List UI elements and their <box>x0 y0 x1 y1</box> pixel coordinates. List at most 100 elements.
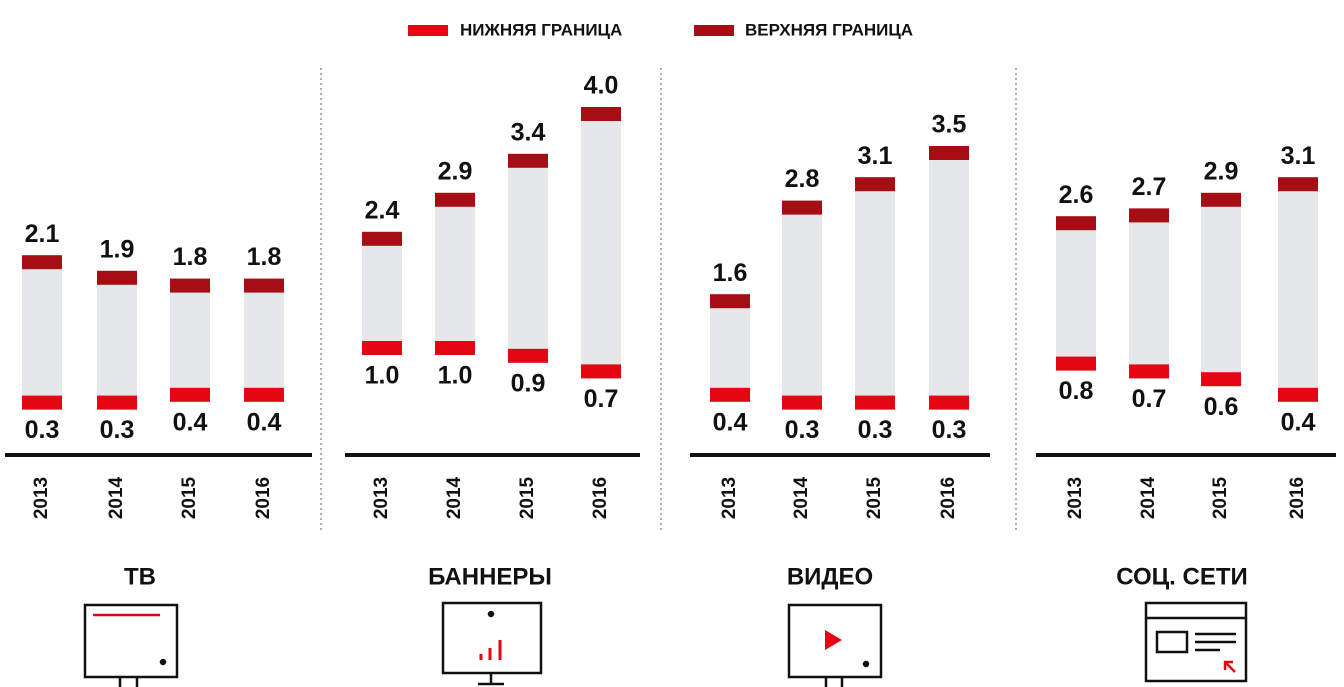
icon-social <box>1144 601 1248 683</box>
lower-bound <box>1201 372 1241 387</box>
value-label: 0.3 <box>25 416 60 444</box>
x-tick-label: 2013 <box>31 477 52 519</box>
upper-bound <box>22 255 62 270</box>
value-label: 0.8 <box>1059 377 1094 405</box>
range <box>170 278 210 388</box>
x-tick-label: 2014 <box>791 476 812 519</box>
upper-bound <box>1201 192 1241 207</box>
panel-title: ВИДЕО <box>787 563 873 590</box>
value-label: 1.0 <box>365 362 400 390</box>
range <box>22 255 62 396</box>
lower-bound <box>929 395 969 410</box>
value-label: 3.5 <box>932 111 967 139</box>
range <box>1129 208 1169 365</box>
value-label: 0.4 <box>713 408 748 436</box>
panel-title: СОЦ. СЕТИ <box>1116 563 1248 590</box>
value-label: 4.0 <box>584 72 619 100</box>
value-label: 2.4 <box>365 196 400 224</box>
value-label: 1.0 <box>438 362 473 390</box>
x-tick-label: 2013 <box>1065 477 1086 519</box>
value-label: 2.6 <box>1059 181 1094 209</box>
range <box>710 294 750 388</box>
upper-bound <box>435 192 475 207</box>
x-tick-label: 2015 <box>179 476 200 519</box>
icon-video <box>787 603 883 687</box>
value-label: 0.4 <box>247 408 282 436</box>
lower-bound <box>710 387 750 402</box>
value-label: 2.7 <box>1132 173 1167 201</box>
panel-title: ТВ <box>124 563 156 590</box>
upper-bound <box>508 153 548 168</box>
lower-bound <box>170 387 210 402</box>
x-tick-label: 2015 <box>1210 476 1231 519</box>
lower-bound <box>362 341 402 355</box>
value-label: 0.7 <box>1132 385 1167 413</box>
lower-bound <box>1278 387 1318 402</box>
range <box>782 200 822 396</box>
legend-swatch <box>408 25 448 36</box>
value-label: 0.3 <box>785 416 820 444</box>
lower-bound <box>581 364 621 379</box>
lower-bound <box>244 387 284 402</box>
range <box>855 177 895 396</box>
value-label: 0.3 <box>100 416 135 444</box>
dividers <box>320 68 1017 530</box>
x-tick-label: 2014 <box>1138 476 1159 519</box>
upper-bound <box>1278 177 1318 192</box>
upper-bound <box>244 278 284 293</box>
lower-bound <box>22 395 62 410</box>
value-label: 2.8 <box>785 165 820 193</box>
x-tick-label: 2013 <box>719 477 740 519</box>
upper-bound <box>1056 216 1096 231</box>
value-label: 1.9 <box>100 235 135 263</box>
value-label: 1.8 <box>173 243 208 271</box>
value-label: 0.9 <box>511 369 546 397</box>
range <box>1278 177 1318 388</box>
value-label: 1.6 <box>713 259 748 287</box>
x-tick-label: 2014 <box>444 476 465 519</box>
x-tick-label: 2016 <box>590 477 611 519</box>
upper-bound <box>581 107 621 121</box>
range <box>929 146 969 396</box>
legend-label: НИЖНЯЯ ГРАНИЦА <box>460 20 622 39</box>
upper-bound <box>782 200 822 215</box>
value-label: 0.4 <box>173 408 208 436</box>
panel-title: БАННЕРЫ <box>428 563 552 590</box>
lower-bound <box>97 395 137 410</box>
value-label: 2.9 <box>438 157 473 185</box>
range <box>1201 192 1241 373</box>
upper-bound <box>362 231 402 246</box>
range <box>244 278 284 388</box>
range <box>1056 216 1096 357</box>
value-label: 0.6 <box>1204 393 1239 421</box>
value-label: 1.8 <box>247 243 282 271</box>
upper-bound <box>855 177 895 192</box>
x-tick-label: 2015 <box>864 476 885 519</box>
x-tick-label: 2016 <box>938 477 959 519</box>
lower-bound <box>782 395 822 410</box>
icon-banners <box>441 601 543 686</box>
upper-bound <box>170 278 210 293</box>
upper-bound <box>710 294 750 309</box>
lower-bound <box>508 348 548 363</box>
value-label: 0.3 <box>858 416 893 444</box>
value-label: 0.7 <box>584 385 619 413</box>
upper-bound <box>1129 208 1169 223</box>
range <box>508 153 548 349</box>
value-label: 3.4 <box>511 118 546 146</box>
range <box>97 270 137 396</box>
upper-bound <box>97 270 137 285</box>
range <box>581 107 621 365</box>
x-tick-label: 2016 <box>253 477 274 519</box>
icon-tv <box>83 603 179 687</box>
lower-bound <box>435 341 475 355</box>
x-tick-label: 2013 <box>371 477 392 519</box>
lower-bound <box>855 395 895 410</box>
x-tick-label: 2014 <box>106 476 127 519</box>
lower-bound <box>1056 356 1096 371</box>
value-label: 0.3 <box>932 416 967 444</box>
value-label: 2.9 <box>1204 157 1239 185</box>
legend-label: ВЕРХНЯЯ ГРАНИЦА <box>745 20 913 39</box>
range <box>435 192 475 341</box>
